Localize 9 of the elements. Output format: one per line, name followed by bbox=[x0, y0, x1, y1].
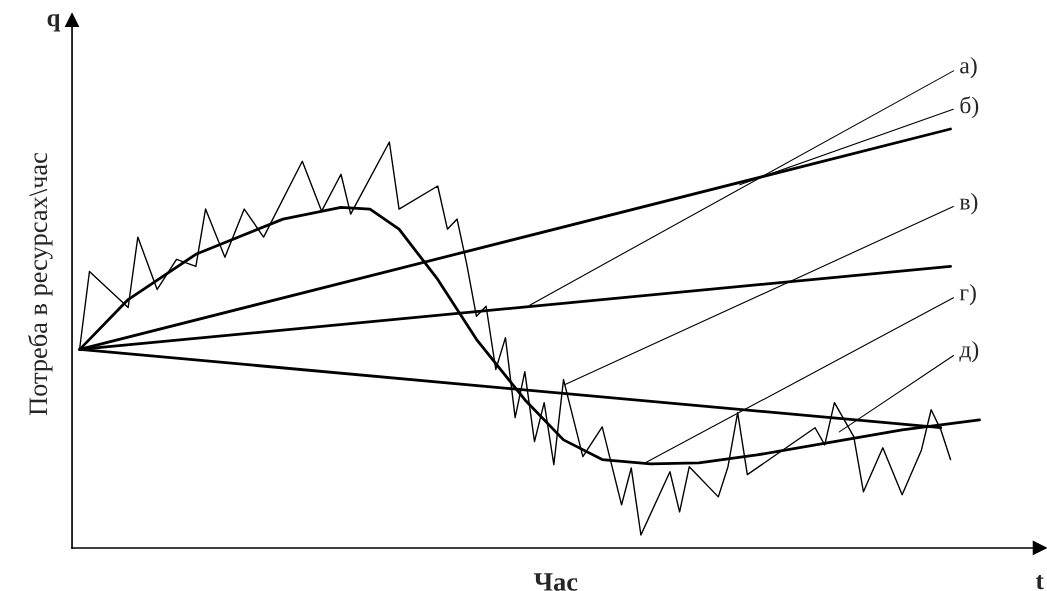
text: q bbox=[47, 14, 61, 32]
x-axis-title: Час bbox=[534, 573, 578, 591]
text: t bbox=[1035, 575, 1044, 590]
annotation: в) bbox=[959, 193, 978, 215]
text: а) bbox=[960, 56, 977, 79]
y-axis-title: Потреба в ресурсах\час bbox=[28, 152, 53, 416]
text: б) bbox=[960, 96, 979, 119]
annotation: г) bbox=[959, 283, 976, 306]
annotation: д) bbox=[959, 340, 979, 363]
